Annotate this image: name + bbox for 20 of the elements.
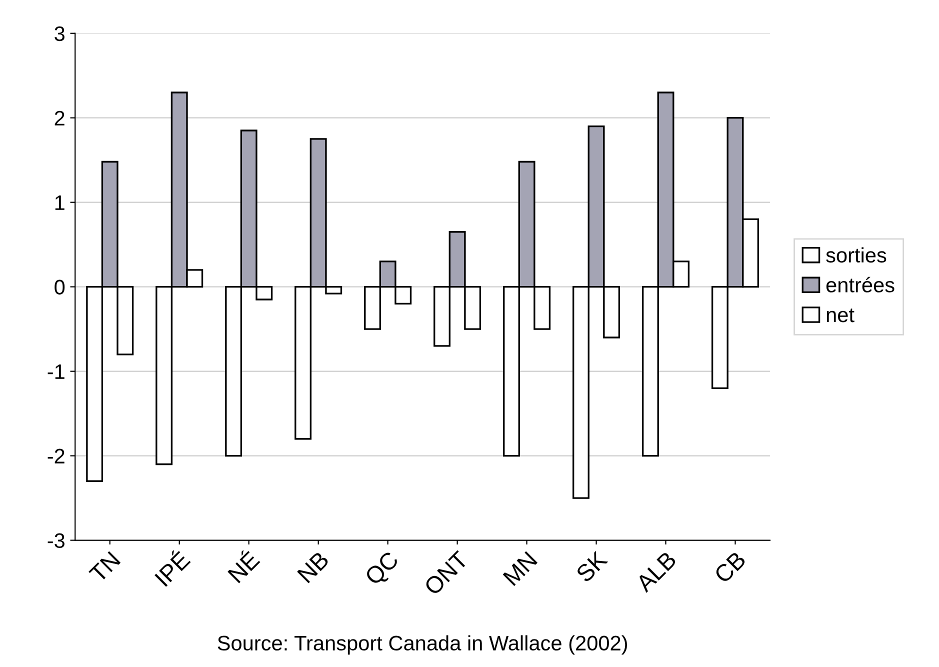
- source-note: Source: Transport Canada in Wallace (2002): [218, 635, 628, 655]
- x-tick-label: NB: [297, 550, 330, 584]
- y-tick-label: -1: [48, 364, 64, 379]
- x-tick-label: NÉ: [224, 548, 260, 584]
- y-tick-label: 1: [55, 196, 64, 210]
- x-tick-label: MN: [502, 551, 538, 586]
- legend-label: entrées: [826, 276, 894, 292]
- x-tick-label: TN: [88, 551, 121, 584]
- legend-label: sorties: [826, 247, 886, 263]
- y-tick-label: -2: [48, 448, 64, 464]
- y-tick-label: 0: [54, 280, 65, 295]
- x-tick-label: IPÉ: [152, 548, 191, 587]
- y-tick-label: -3: [48, 533, 64, 548]
- y-tick-label: 3: [54, 26, 64, 42]
- legend-label: net: [826, 308, 854, 322]
- y-tick-label: 2: [54, 110, 64, 126]
- x-tick-label: CB: [713, 550, 747, 584]
- x-tick-label: QC: [364, 550, 402, 589]
- x-tick-label: SK: [575, 550, 608, 584]
- x-tick-label: ALB: [634, 550, 677, 593]
